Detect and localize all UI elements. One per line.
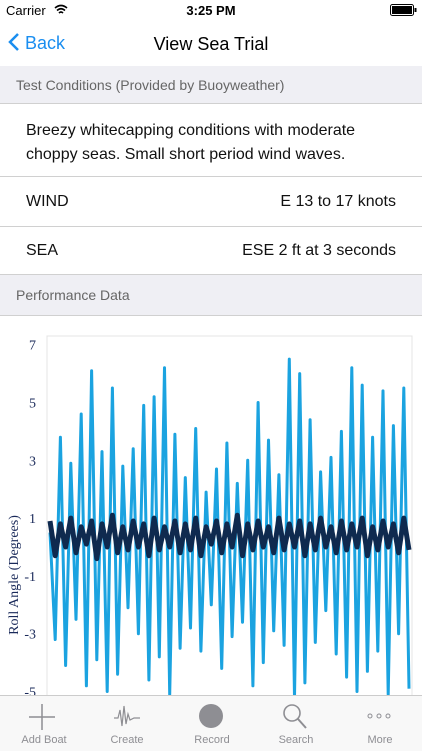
y-tick-label: 3 bbox=[29, 454, 36, 469]
data-line bbox=[47, 512, 412, 562]
conditions-text: Breezy whitecapping conditions with mode… bbox=[0, 105, 422, 177]
row-label: SEA bbox=[26, 242, 59, 259]
wind-row: WIND E 13 to 17 knots bbox=[0, 178, 422, 227]
wifi-icon bbox=[54, 4, 68, 14]
back-chevron bbox=[8, 33, 19, 51]
y-tick-label: 1 bbox=[29, 512, 36, 527]
nav-title: View Sea Trial bbox=[153, 34, 269, 54]
carrier: Carrier bbox=[6, 3, 46, 18]
back-label: Back bbox=[25, 33, 66, 53]
tab[interactable]: Search bbox=[278, 734, 314, 746]
back-button[interactable]: Back bbox=[8, 32, 65, 54]
y-tick-label: -1 bbox=[24, 570, 36, 585]
row-value: ESE 2 ft at 3 seconds bbox=[242, 242, 396, 259]
nav-bar: Back View Sea Trial bbox=[0, 20, 422, 67]
y-tick-label: -3 bbox=[24, 628, 36, 643]
tab[interactable]: More bbox=[367, 734, 393, 746]
tab[interactable]: Create bbox=[110, 734, 144, 746]
y-axis-label: Roll Angle (Degrees) bbox=[7, 515, 22, 635]
plot-frame bbox=[46, 335, 413, 695]
clock: 3:25 PM bbox=[186, 3, 236, 18]
section-header: Test Conditions (Provided by Buoyweather… bbox=[0, 66, 422, 104]
tab[interactable]: Record bbox=[194, 734, 230, 746]
sea-row: SEA ESE 2 ft at 3 seconds bbox=[0, 227, 422, 275]
y-tick-label: 7 bbox=[29, 339, 36, 354]
chart: Roll Angle (Degrees) 7 5 3 1 -1 -3 -5 bbox=[7, 335, 413, 695]
row-label: WIND bbox=[26, 193, 69, 210]
row-value: E 13 to 17 knots bbox=[280, 193, 396, 210]
status-bar: Carrier 3:25 PM bbox=[0, 0, 422, 20]
y-tick-label: 5 bbox=[29, 396, 36, 411]
tab-icons bbox=[29, 704, 391, 730]
y-tick-label: -5 bbox=[24, 686, 36, 695]
section-header: Performance Data bbox=[0, 275, 422, 316]
tab[interactable]: Add Boat bbox=[21, 734, 67, 746]
tab-bar: Add Boat Create Record Search More bbox=[0, 695, 422, 751]
battery-icon bbox=[390, 4, 417, 16]
